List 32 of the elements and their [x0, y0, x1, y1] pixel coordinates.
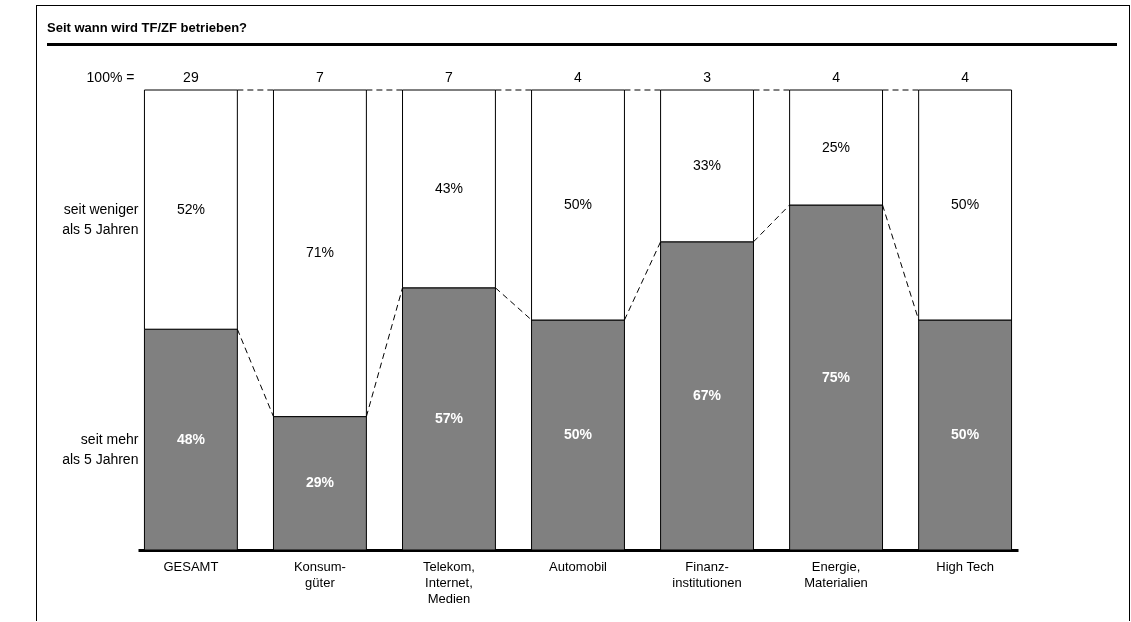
data-label: 71% [305, 244, 334, 261]
annotation: 4 [574, 69, 583, 85]
x-tick-label: Finanz-institutionen [672, 558, 742, 590]
data-label: 57% [434, 409, 464, 426]
annotation: 3 [703, 69, 712, 85]
chart-title: Seit wann wird TF/ZF betrieben? [47, 20, 1117, 46]
x-tick-label: Energie, Materialien [804, 558, 868, 590]
x-tick-label: High Tech [936, 558, 994, 574]
data-label: 50% [951, 426, 980, 442]
data-label: 33% [693, 156, 722, 173]
data-label: 52% [176, 200, 205, 217]
data-label: 50% [563, 196, 593, 212]
x-tick-label: Automobil [549, 558, 608, 574]
x-tick-label: GESAMT [163, 558, 219, 574]
data-label: 67% [693, 386, 722, 403]
annotation: 4 [961, 69, 970, 85]
text: 100% = [86, 69, 135, 85]
data-label: 29% [305, 474, 335, 491]
x-tick-label: Konsum-güter [293, 558, 346, 590]
series-label: seit mehr als 5 Jahren [62, 430, 139, 467]
annotation: 7 [445, 69, 454, 85]
annotation: 7 [316, 69, 325, 85]
annotation: 29 [183, 69, 199, 85]
data-label: 50% [563, 426, 593, 442]
series-label: seit weniger als 5 Jahren [62, 200, 139, 237]
x-tick-label: Telekom, Internet, Medien [422, 558, 475, 606]
data-label: 48% [176, 430, 206, 447]
data-label: 25% [822, 138, 851, 155]
annotation: 4 [832, 69, 841, 85]
data-label: 43% [434, 179, 463, 196]
data-label: 75% [822, 368, 851, 385]
data-label: 50% [951, 196, 980, 212]
